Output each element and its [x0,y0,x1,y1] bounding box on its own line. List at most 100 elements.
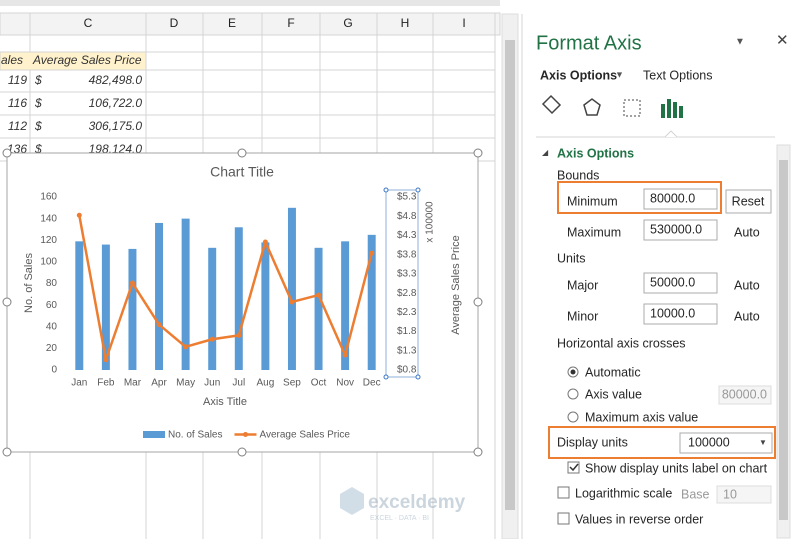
column-header: F [287,16,294,30]
pane-title: Format Axis [536,32,642,54]
auto-button[interactable]: Auto [734,278,760,292]
line [78,215,373,361]
cell: $ [34,96,42,110]
input[interactable] [643,188,718,210]
input[interactable] [643,272,718,294]
line-marker [262,239,268,245]
y2-tick-label: $1.8 [397,326,417,337]
bar [261,242,270,370]
highlight [557,181,722,214]
radio-label: Automatic [585,365,641,379]
input-value: 80000.0 [722,387,767,401]
x-tick-label: Nov [336,378,354,389]
pane-close[interactable]: ✕ [776,32,789,49]
fill-icon[interactable] [541,94,562,115]
bar [367,234,376,370]
radio[interactable] [567,388,579,400]
line-marker [236,332,242,338]
dropdown-value: 100000 [688,435,730,449]
x-axis-title: Axis Title [203,396,247,408]
y2-tick-label: $2.3 [397,307,417,318]
column-header: G [343,16,352,30]
radio-label: Axis value [585,387,642,401]
reset-button[interactable] [725,189,772,214]
line-marker [76,212,82,218]
tab-pointer [664,130,678,138]
watermark-name: exceldemy [368,492,466,513]
radio[interactable] [567,411,579,423]
cell: 106,722.0 [89,96,143,110]
x-tick-label: Apr [151,378,167,389]
size-icon[interactable] [623,99,641,117]
field-label: Minimum [567,194,618,208]
auto-button[interactable]: Auto [734,225,760,239]
axis-selection[interactable] [385,189,419,378]
line-marker [209,336,215,342]
y-tick-label: 0 [51,365,57,376]
scroll-thumb[interactable] [505,40,515,510]
axis-options-icon[interactable] [661,99,683,118]
column-header: I [462,16,465,30]
section-title[interactable]: Axis Options [557,146,634,160]
watermark-tagline: EXCEL · DATA · BI [370,515,429,522]
radio-dot [570,369,576,375]
tab-strip [0,0,500,6]
column-header: C [84,16,93,30]
section-toggle[interactable]: ◢ [542,148,549,157]
display-units-label: x 100000 [425,201,436,243]
axis-handles [383,187,421,380]
input[interactable] [643,219,718,241]
bar [101,244,110,370]
pane-scroll-thumb[interactable] [779,160,788,520]
x-tick-label: Sep [283,378,301,389]
tab[interactable]: Text Options [643,68,712,82]
group-label: Bounds [557,168,599,182]
chart: Chart Title Axis Title No. of Sales Aver… [2,148,483,457]
field-label: Minor [567,309,598,323]
legend-label: No. of Sales [168,430,222,441]
x-tick-label: Feb [97,378,115,389]
auto-button[interactable]: Auto [734,309,760,323]
checkbox-label: Show display units label on chart [585,461,768,475]
checkbox[interactable] [557,512,570,525]
input[interactable] [643,303,718,325]
input-value: 10 [723,487,737,501]
tab[interactable]: Axis Options [540,68,617,82]
x-tick-label: Mar [124,378,142,389]
line-marker [289,299,295,305]
y2-tick-label: $4.8 [397,211,417,222]
y-tick-label: 20 [46,343,58,354]
watermark: exceldemy EXCEL · DATA · BI [340,487,466,522]
input-value: 50000.0 [650,275,695,289]
tab-arrow[interactable]: ▼ [615,69,624,79]
bar [208,247,217,370]
input-disabled [716,485,772,504]
checkbox-label: Values in reverse order [575,512,703,526]
x-tick-label: Jul [232,378,245,389]
bar [341,241,350,370]
dropdown[interactable] [679,432,773,454]
format-pane: Format Axis ▼ ✕ Axis Options ▼ Text Opti… [521,14,799,539]
y2-tick-label: $2.8 [397,288,417,299]
cell: 482,498.0 [89,73,143,87]
effects-icon[interactable] [583,98,601,116]
field-label: Maximum [567,225,621,239]
checkbox[interactable] [567,461,580,474]
checkbox[interactable] [557,486,570,499]
line-marker [129,280,135,286]
cell: 112 [8,119,27,133]
cell: 116 [8,96,27,110]
cell: 306,175.0 [89,119,143,133]
cell: $ [34,73,42,87]
y-tick-label: 60 [46,300,58,311]
highlight [548,426,776,459]
column-header: D [170,16,179,30]
y2-tick-label: $4.3 [397,230,417,241]
bar [128,248,137,370]
bar [155,222,164,370]
chart-handles[interactable] [2,148,483,457]
pane-menu[interactable]: ▼ [735,37,745,48]
x-tick-label: Oct [311,378,327,389]
input-value: 10000.0 [650,306,695,320]
